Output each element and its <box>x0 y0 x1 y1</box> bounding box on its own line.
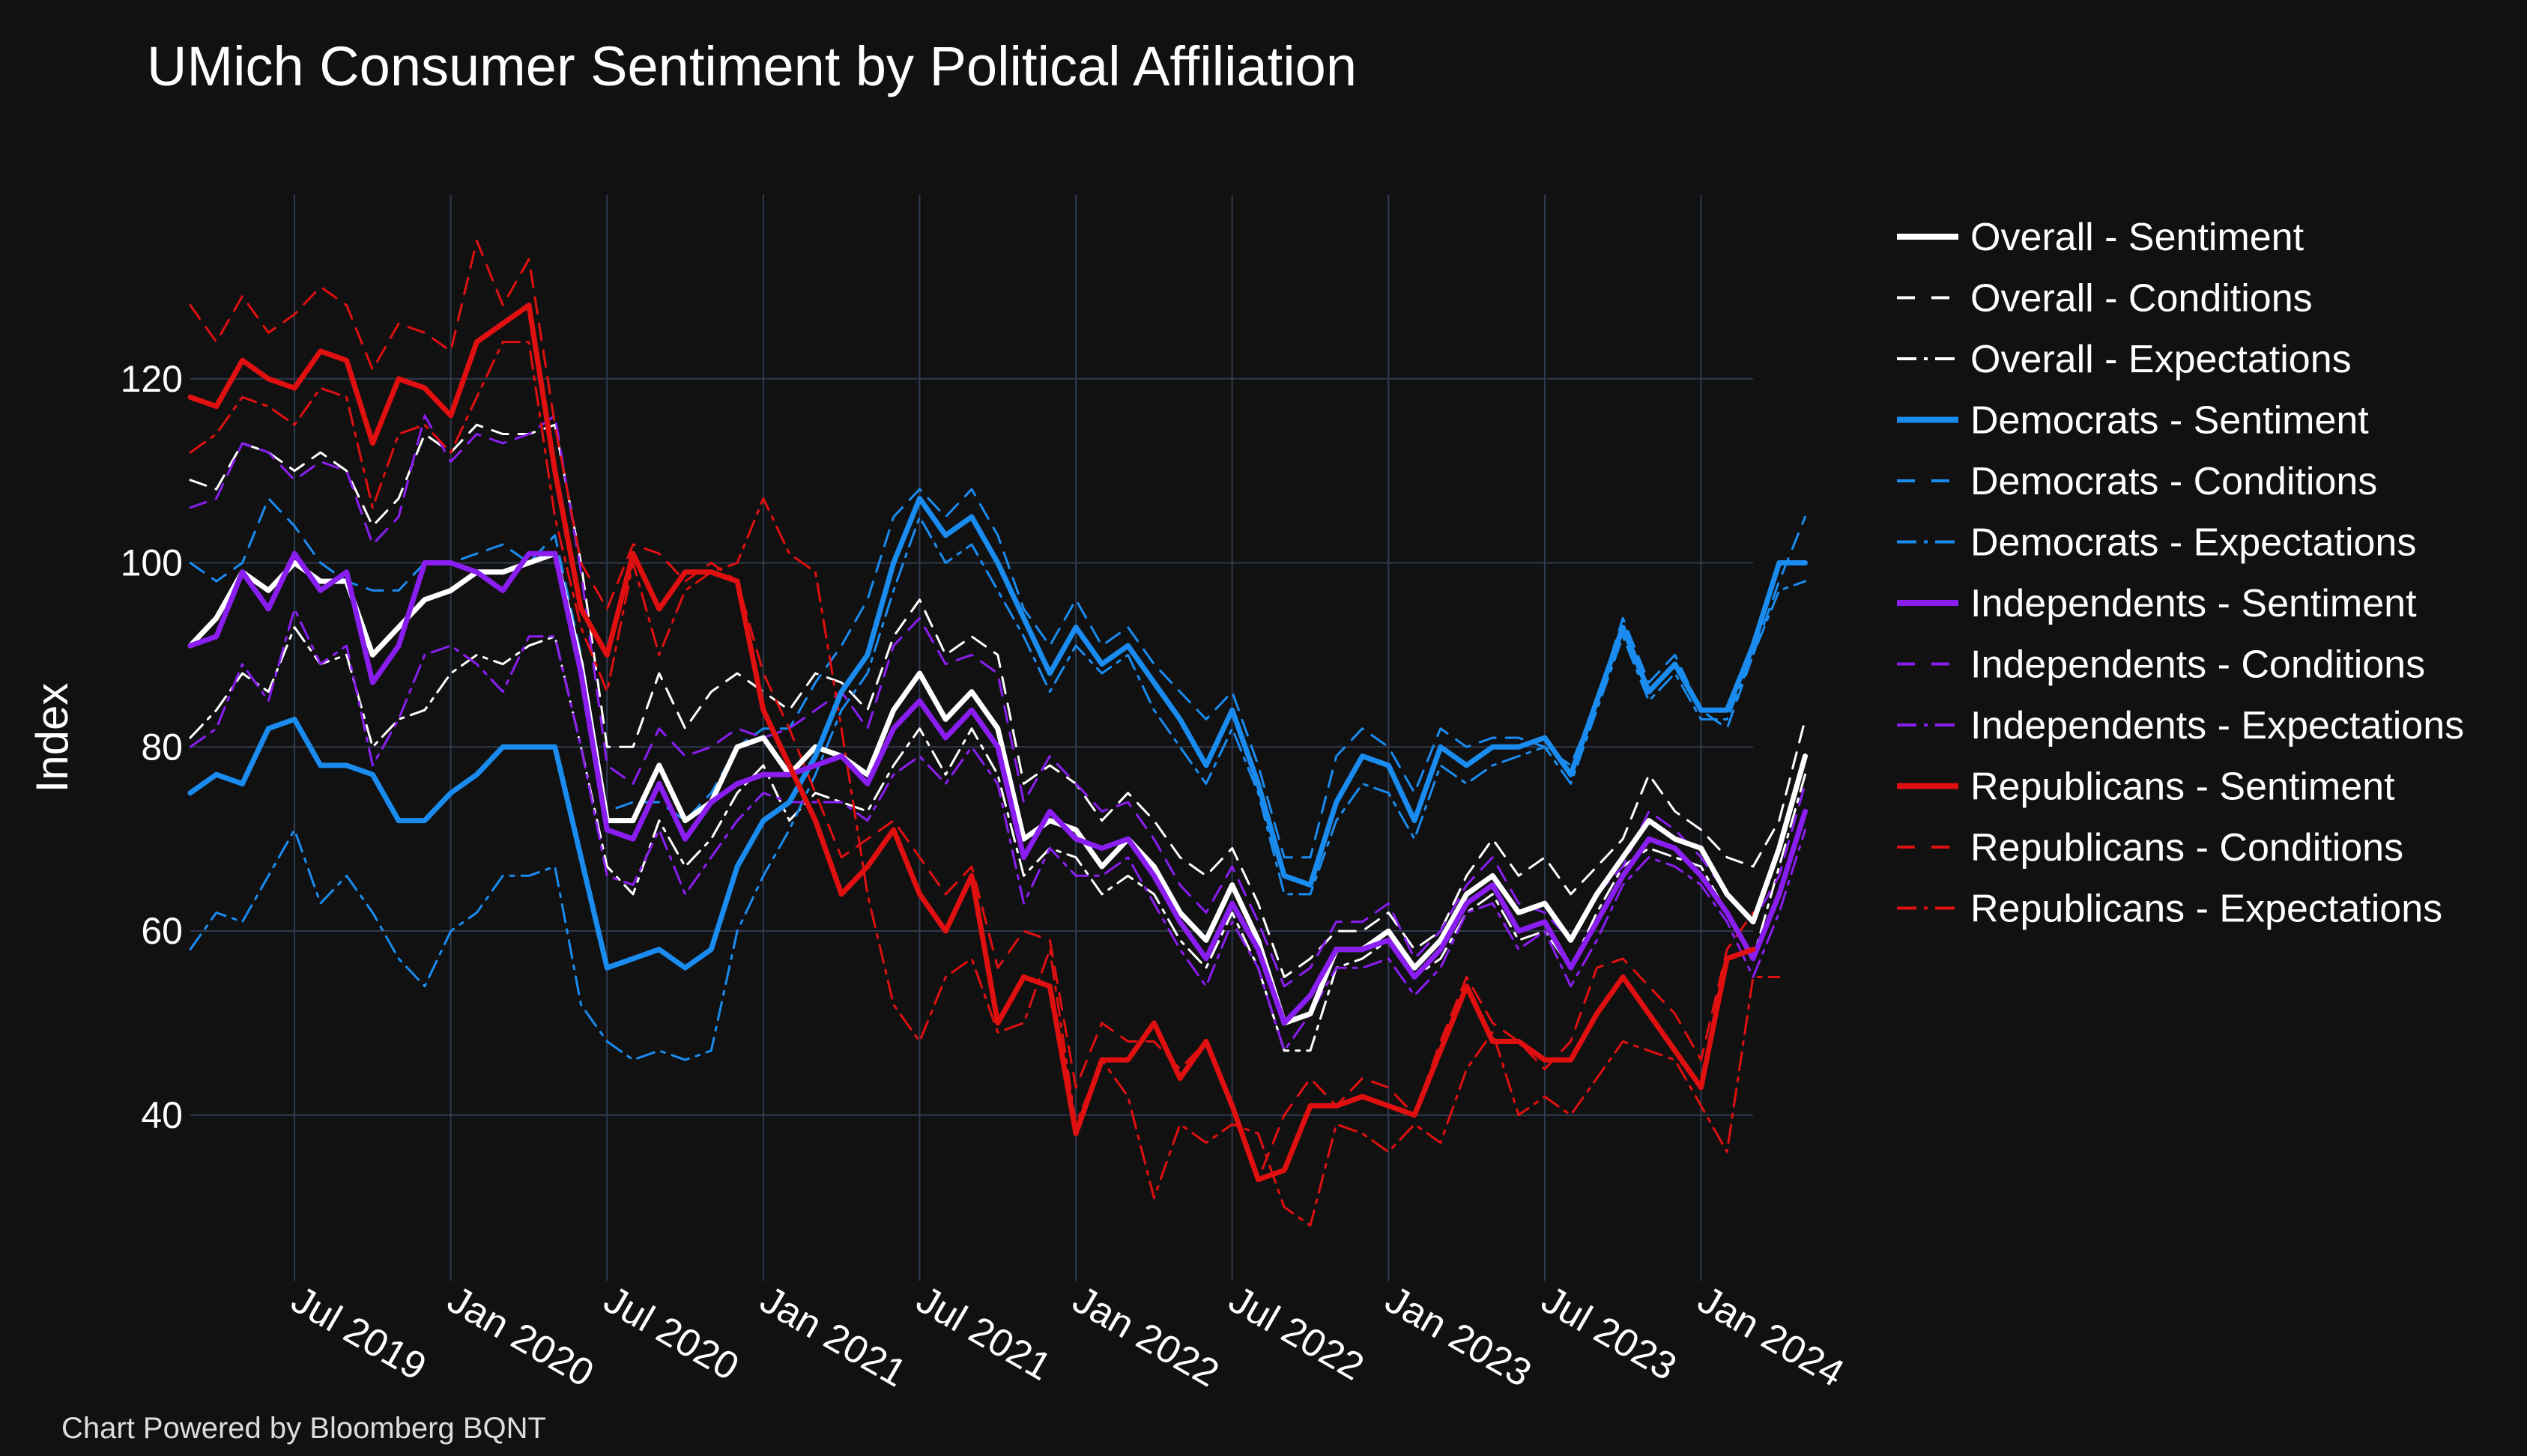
x-tick-label: Jul 2021 <box>909 1278 1058 1389</box>
x-tick-label: Jul 2019 <box>284 1278 433 1389</box>
footer-credit: Chart Powered by Bloomberg BQNT <box>61 1412 546 1445</box>
series-overall-expectations <box>189 626 1806 1052</box>
legend-label: Republicans - Expectations <box>1970 888 2442 931</box>
legend[interactable]: Overall - Sentiment Overall - Conditions O… <box>1897 216 2464 931</box>
legend-item[interactable]: Republicans - Expectations <box>1897 888 2442 931</box>
legend-label: Democrats - Conditions <box>1970 460 2377 503</box>
series-independents-sentiment <box>187 550 1808 1026</box>
series-republicans-expectations <box>189 341 1781 1227</box>
y-tick-label: 80 <box>141 726 183 768</box>
legend-item[interactable]: Republicans - Conditions <box>1897 826 2403 870</box>
legend-item[interactable]: Republicans - Sentiment <box>1897 765 2395 809</box>
legend-label: Democrats - Sentiment <box>1970 399 2369 443</box>
legend-item[interactable]: Independents - Conditions <box>1897 643 2425 687</box>
legend-item[interactable]: Overall - Expectations <box>1897 338 2352 381</box>
series-republicans-conditions <box>189 239 1755 1181</box>
legend-label: Overall - Conditions <box>1970 277 2313 321</box>
legend-label: Independents - Expectations <box>1970 704 2464 747</box>
x-tick-label: Jul 2020 <box>596 1278 745 1389</box>
legend-label: Independents - Conditions <box>1970 643 2425 687</box>
legend-item[interactable]: Independents - Sentiment <box>1897 582 2417 625</box>
legend-item[interactable]: Independents - Expectations <box>1897 704 2464 747</box>
series-overall-conditions <box>189 423 1806 978</box>
series-democrats-sentiment <box>187 496 1808 971</box>
y-tick-label: 60 <box>141 910 183 952</box>
grid-lines <box>190 195 1753 1281</box>
x-tick-label: Jan 2024 <box>1690 1278 1850 1395</box>
legend-label: Republicans - Sentiment <box>1970 765 2395 809</box>
series-overall-sentiment <box>187 550 1808 1026</box>
y-tick-label: 40 <box>141 1094 183 1136</box>
series-independents-conditions <box>189 414 1806 988</box>
x-tick-label: Jan 2021 <box>753 1278 913 1395</box>
y-axis-label: Index <box>27 683 77 793</box>
series-republicans-sentiment <box>187 303 1756 1183</box>
x-tick-label: Jul 2022 <box>1222 1278 1371 1389</box>
legend-item[interactable]: Overall - Sentiment <box>1897 216 2304 259</box>
legend-label: Republicans - Conditions <box>1970 826 2403 870</box>
chart-title: UMich Consumer Sentiment by Political Af… <box>147 35 1357 97</box>
legend-item[interactable]: Democrats - Expectations <box>1897 521 2416 565</box>
legend-label: Overall - Expectations <box>1970 338 2352 381</box>
series-independents-expectations <box>189 607 1806 1052</box>
x-tick-label: Jan 2023 <box>1378 1278 1538 1395</box>
legend-label: Democrats - Expectations <box>1970 521 2416 565</box>
legend-item[interactable]: Democrats - Conditions <box>1897 460 2377 503</box>
x-tick-label: Jan 2020 <box>441 1278 601 1395</box>
x-tick-label: Jan 2022 <box>1065 1278 1226 1395</box>
legend-label: Independents - Sentiment <box>1970 582 2417 625</box>
x-tick-label: Jul 2023 <box>1534 1278 1683 1389</box>
y-tick-label: 120 <box>121 358 183 400</box>
series-democrats-conditions <box>189 488 1806 859</box>
legend-label: Overall - Sentiment <box>1970 216 2304 259</box>
legend-item[interactable]: Overall - Conditions <box>1897 277 2313 321</box>
series-democrats-expectations <box>189 515 1806 1061</box>
y-tick-label: 100 <box>121 542 183 584</box>
y-axis-ticks: 40 60 80 100 120 <box>121 358 183 1136</box>
legend-item[interactable]: Democrats - Sentiment <box>1897 399 2369 443</box>
series-lines <box>187 239 1808 1227</box>
